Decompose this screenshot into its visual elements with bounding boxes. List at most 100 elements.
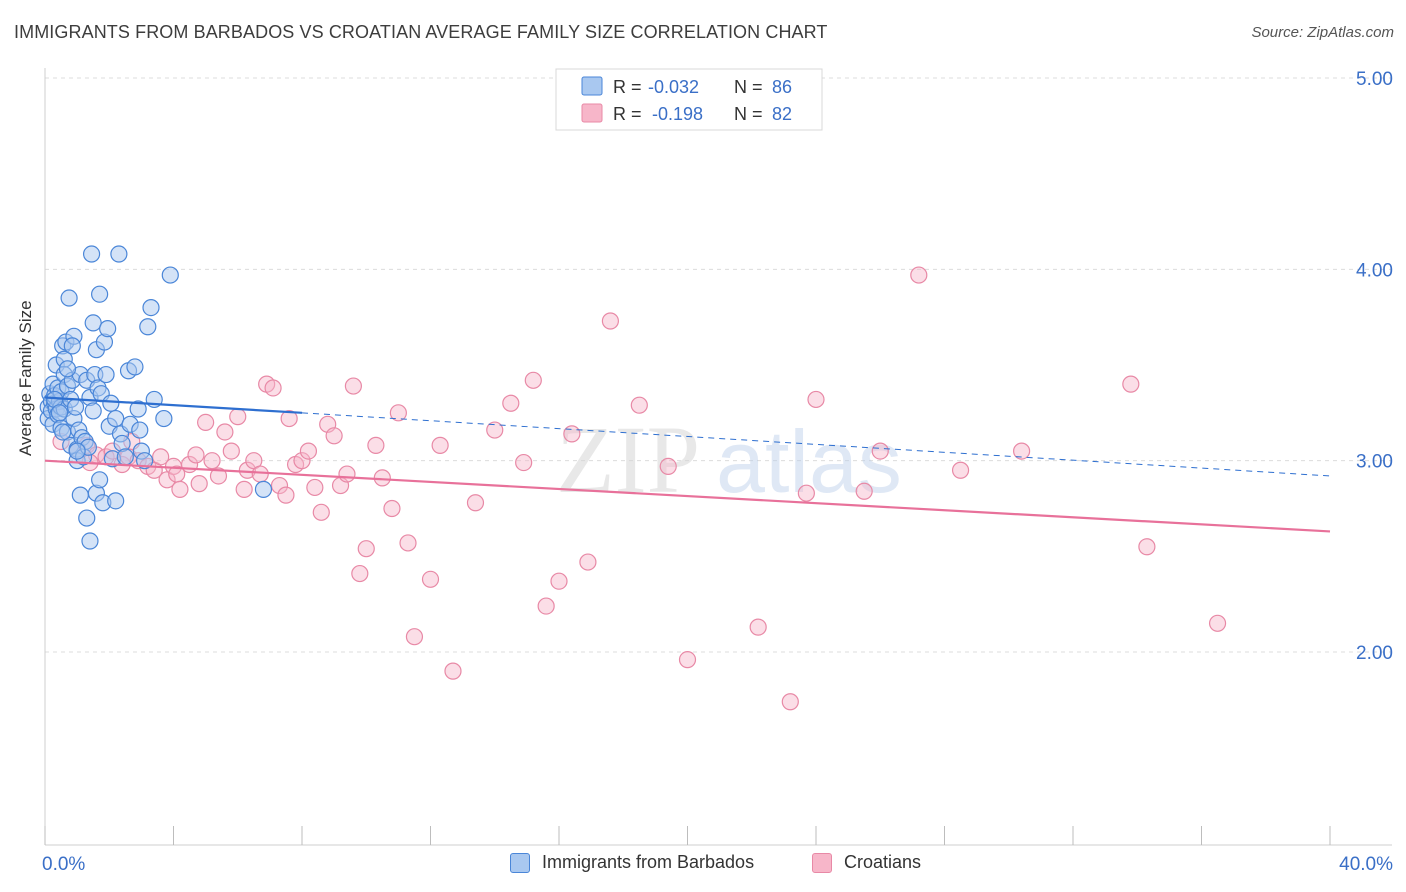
barbados-point bbox=[139, 318, 157, 336]
croatians-point bbox=[781, 693, 799, 711]
barbados-point bbox=[81, 532, 99, 550]
barbados-point bbox=[126, 358, 144, 376]
croatians-point bbox=[338, 465, 356, 483]
croatians-point bbox=[421, 570, 440, 588]
barbados-point bbox=[99, 320, 117, 338]
croatians-point bbox=[431, 436, 449, 454]
croatians-point bbox=[601, 312, 620, 330]
barbados-point bbox=[60, 289, 78, 307]
barbados-point bbox=[82, 245, 101, 263]
croatians-point bbox=[197, 413, 215, 431]
legend-swatch-croatians-bottom bbox=[812, 852, 832, 873]
barbados-trend-extension bbox=[301, 412, 1331, 477]
legend-label-croatians: Croatians bbox=[844, 852, 922, 872]
croatians-point bbox=[630, 396, 648, 414]
croatians-point bbox=[1208, 614, 1227, 632]
croatians-point bbox=[466, 494, 485, 512]
croatians-point bbox=[399, 534, 417, 552]
croatians-point bbox=[312, 503, 330, 521]
croatians-point bbox=[264, 379, 282, 397]
axes bbox=[44, 68, 1392, 846]
croatians-point bbox=[515, 453, 533, 472]
y-axis-label: Average Family Size bbox=[16, 300, 35, 456]
barbados-point bbox=[135, 452, 154, 470]
barbados-point bbox=[63, 337, 81, 355]
watermark: ZIP atlas bbox=[556, 406, 902, 513]
barbados-point bbox=[254, 480, 273, 498]
croatians-point bbox=[277, 486, 295, 504]
barbados-point bbox=[84, 314, 102, 332]
croatians-point bbox=[579, 553, 597, 571]
croatians-point bbox=[563, 425, 581, 443]
barbados-point bbox=[91, 285, 109, 303]
legend-swatch-barbados bbox=[581, 76, 603, 96]
trend-lines bbox=[44, 396, 1331, 533]
croatians-trend-line bbox=[44, 459, 1331, 533]
croatians-point bbox=[1122, 375, 1140, 393]
legend-swatch-croatians bbox=[581, 103, 603, 123]
barbados-point bbox=[50, 404, 69, 422]
legend-n-label-0: N = bbox=[734, 77, 763, 97]
barbados-points bbox=[39, 245, 273, 550]
barbados-point bbox=[91, 471, 109, 489]
y-tick-label-2: 4.00 bbox=[1356, 260, 1393, 281]
barbados-trend-line bbox=[44, 396, 303, 414]
croatians-point bbox=[351, 564, 369, 583]
croatians-point bbox=[910, 266, 928, 284]
croatians-point bbox=[1138, 538, 1156, 556]
croatians-point bbox=[222, 442, 240, 460]
barbados-point bbox=[78, 509, 96, 527]
croatians-point bbox=[659, 457, 677, 476]
croatians-point bbox=[270, 476, 289, 495]
watermark-zip: ZIP bbox=[556, 406, 700, 513]
barbados-point bbox=[71, 486, 89, 504]
barbados-point bbox=[110, 245, 128, 263]
croatians-point bbox=[524, 371, 542, 389]
legend-top: R = -0.032 N = 86 R = -0.198 N = 82 bbox=[555, 68, 823, 131]
croatians-point bbox=[171, 480, 189, 498]
croatians-points bbox=[52, 266, 1227, 711]
croatians-point bbox=[216, 423, 234, 441]
croatians-point bbox=[749, 618, 767, 636]
legend-label-barbados: Immigrants from Barbados bbox=[542, 852, 755, 872]
barbados-point bbox=[58, 360, 77, 378]
barbados-point bbox=[131, 421, 149, 439]
x-tick-label-max: 40.0% bbox=[1339, 854, 1393, 875]
barbados-point bbox=[97, 365, 115, 384]
croatians-point bbox=[1012, 442, 1031, 460]
legend-item-barbados: Immigrants from Barbados bbox=[510, 852, 754, 873]
croatians-point bbox=[951, 461, 970, 479]
source-label: Source: ZipAtlas.com bbox=[1251, 24, 1394, 41]
barbados-point bbox=[84, 402, 102, 420]
legend-r-value-1: -0.198 bbox=[652, 104, 703, 124]
x-tick-label-min: 0.0% bbox=[42, 854, 85, 875]
croatians-point bbox=[209, 467, 228, 485]
barbados-point bbox=[107, 492, 125, 510]
croatians-point bbox=[280, 409, 298, 428]
croatians-point bbox=[190, 475, 208, 493]
croatians-point bbox=[306, 478, 324, 497]
legend-n-label-1: N = bbox=[734, 104, 763, 124]
croatians-point bbox=[238, 461, 256, 479]
croatians-point bbox=[152, 448, 170, 466]
barbados-point bbox=[142, 299, 160, 317]
legend-n-value-1: 82 bbox=[772, 104, 792, 124]
legend-r-label-1: R = bbox=[613, 104, 642, 124]
croatians-point bbox=[325, 427, 343, 445]
croatians-point bbox=[203, 452, 221, 470]
croatians-point bbox=[797, 484, 815, 502]
barbados-point bbox=[107, 409, 125, 428]
croatians-point bbox=[550, 572, 568, 590]
croatians-point bbox=[537, 597, 555, 615]
croatians-point bbox=[855, 482, 873, 500]
croatians-point bbox=[235, 480, 253, 498]
barbados-point bbox=[54, 423, 72, 441]
croatians-point bbox=[367, 436, 385, 454]
legend-r-value-0: -0.032 bbox=[648, 77, 699, 97]
croatians-point bbox=[389, 404, 407, 422]
legend-bottom: Immigrants from Barbados Croatians bbox=[0, 852, 1406, 878]
croatians-point bbox=[251, 465, 269, 483]
croatians-point bbox=[405, 628, 424, 646]
croatians-point bbox=[293, 452, 311, 470]
croatians-point bbox=[807, 390, 825, 409]
